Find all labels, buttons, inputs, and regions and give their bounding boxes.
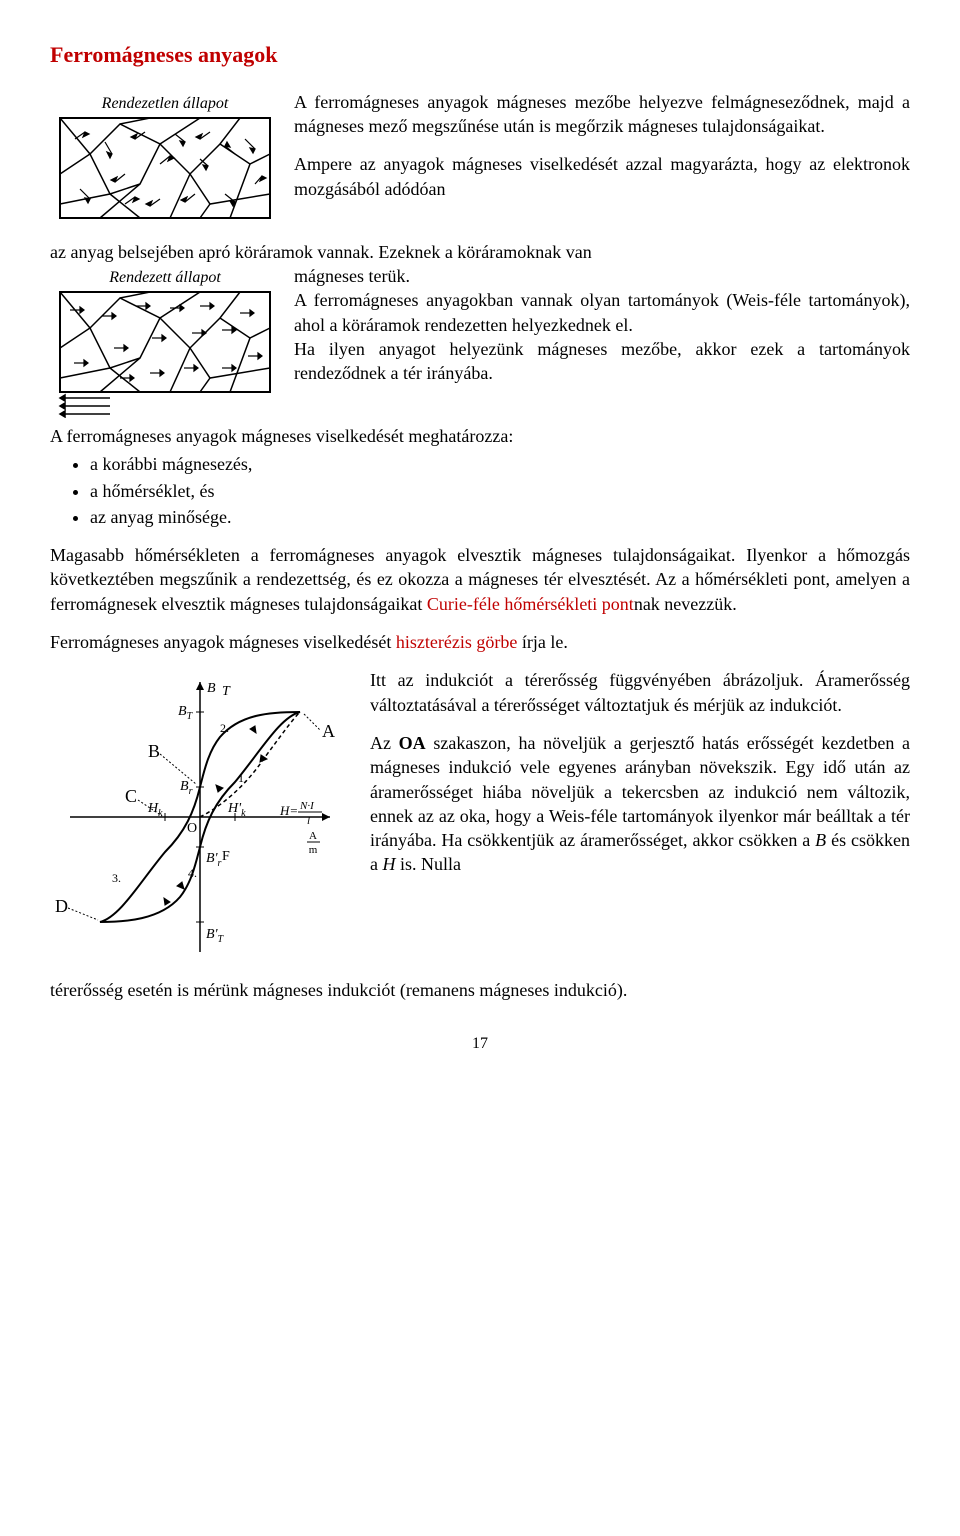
diagram-caption-ordered: Rendezett állapot <box>108 269 221 286</box>
curie-text-b: nak nevezzük. <box>634 594 737 614</box>
curve-num-3: 3. <box>112 871 121 885</box>
diagram-caption-disordered: Rendezetlen állapot <box>101 95 229 112</box>
label-BTm-sub: T <box>218 934 225 945</box>
curve-num-4: 4. <box>188 866 197 880</box>
list-item: a korábbi mágnesezés, <box>90 452 910 476</box>
diagram-ordered-svg: Rendezett állapot <box>50 268 280 418</box>
list-item: az anyag minősége. <box>90 505 910 529</box>
list-item: a hőmérséklet, és <box>90 479 910 503</box>
paragraph-curie: Magasabb hőmérsékleten a ferromágneses a… <box>50 543 910 616</box>
axis-label-T: T <box>222 684 231 699</box>
paragraph-ampere-line2: az anyag belsejében apró köráramok vanna… <box>50 240 910 264</box>
curve-num-1: 1. <box>238 771 247 785</box>
hysteresis-curve-term: hiszterézis görbe <box>396 632 517 652</box>
OA-bold: OA <box>399 733 426 753</box>
H-italic: H <box>383 854 396 874</box>
label-unit-A: A <box>309 830 317 842</box>
label-Hkp-sub: k <box>241 808 246 819</box>
point-A: A <box>322 721 335 741</box>
hyst-text-a: Ferromágneses anyagok mágneses viselkedé… <box>50 632 396 652</box>
B-italic: B <box>815 830 826 850</box>
axis-label-B: B <box>207 681 216 696</box>
diagram-disordered-svg: Rendezetlen állapot <box>50 94 280 234</box>
label-Br-sub: r <box>189 786 193 797</box>
point-C: C <box>125 786 137 806</box>
label-F: F <box>222 849 230 864</box>
hysteresis-diagram: B T BT Br B'r B'T Hk H'k H= N·I l A m O … <box>50 672 350 972</box>
label-unit-m: m <box>309 844 318 856</box>
paragraph-remanence: térerősség esetén is mérünk mágneses ind… <box>50 978 910 1002</box>
point-D: D <box>55 896 68 916</box>
label-Hkp: H' <box>227 801 242 816</box>
label-O: O <box>187 821 197 836</box>
curie-point-term: Curie-féle hőmérsékleti pont <box>427 594 634 614</box>
svg-text:BT: BT <box>178 704 194 722</box>
p6g: is. Nulla <box>396 854 462 874</box>
list-intro: A ferromágneses anyagok mágneses viselke… <box>50 424 910 448</box>
paragraph-hysteresis-intro: Ferromágneses anyagok mágneses viselkedé… <box>50 630 910 654</box>
p6a: Az <box>370 733 399 753</box>
curve-num-2: 2. <box>220 721 229 735</box>
diagram-ordered-state: Rendezett állapot <box>50 268 280 418</box>
label-Brp-sub: r <box>218 858 222 869</box>
diagram-disordered-state: Rendezetlen állapot <box>50 94 280 234</box>
svg-text:B'T: B'T <box>206 927 225 945</box>
page-title: Ferromágneses anyagok <box>50 40 910 70</box>
point-B: B <box>148 741 160 761</box>
hysteresis-svg: B T BT Br B'r B'T Hk H'k H= N·I l A m O … <box>50 672 350 972</box>
label-BT-sub: T <box>187 711 194 722</box>
svg-text:Br: Br <box>180 779 193 797</box>
label-Heq-den: l <box>307 815 310 827</box>
hyst-text-b: írja le. <box>517 632 567 652</box>
label-Heq-num: N·I <box>299 800 315 812</box>
behavior-factors-list: a korábbi mágnesezés, a hőmérséklet, és … <box>90 452 910 529</box>
label-Heq: H= <box>279 803 298 818</box>
page-number: 17 <box>50 1033 910 1055</box>
svg-text:B'r: B'r <box>206 851 222 869</box>
